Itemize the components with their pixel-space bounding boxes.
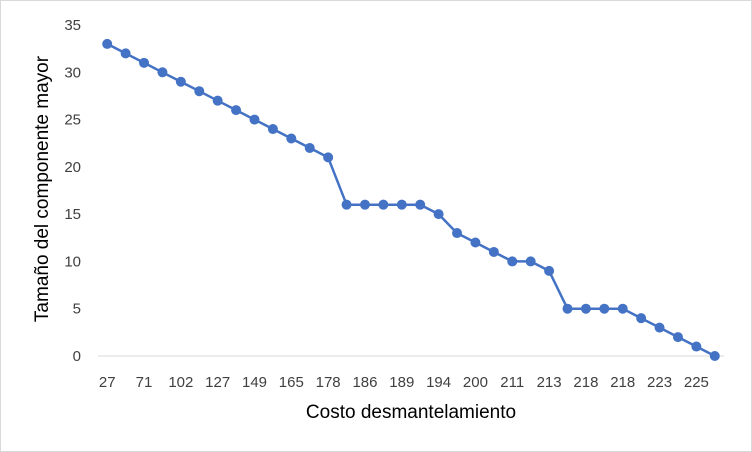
data-point [562, 303, 573, 314]
data-point [544, 265, 555, 276]
x-tick-label: 186 [352, 374, 377, 391]
data-point [636, 313, 647, 324]
data-point [709, 351, 720, 361]
y-tick-label: 30 [64, 64, 81, 81]
y-tick-label: 0 [73, 348, 81, 365]
data-point [249, 114, 260, 125]
data-point [157, 67, 168, 78]
data-point [231, 105, 242, 116]
x-axis-title: Costo desmantelamiento [306, 402, 516, 423]
series-line [106, 42, 716, 358]
x-tick-label: 189 [389, 374, 414, 391]
data-points [102, 38, 720, 361]
data-point [507, 256, 518, 267]
data-point [617, 303, 628, 314]
data-point [359, 199, 370, 210]
data-point [599, 303, 610, 314]
x-tick-label: 27 [99, 374, 116, 391]
data-point [691, 341, 702, 352]
data-point [102, 38, 113, 49]
x-tick-label: 178 [316, 374, 341, 391]
data-point [304, 142, 315, 153]
x-tick-label: 213 [537, 374, 562, 391]
x-tick-label: 194 [426, 374, 451, 391]
x-tick-label: 165 [279, 374, 304, 391]
data-point [452, 228, 463, 239]
y-tick-label: 25 [64, 112, 81, 129]
data-point [654, 322, 665, 333]
y-tick-label: 15 [64, 206, 81, 223]
data-point [120, 48, 131, 59]
data-point [580, 303, 591, 314]
x-tick-label: 127 [205, 374, 230, 391]
x-tick-label: 102 [168, 374, 193, 391]
x-tick-label: 71 [136, 374, 153, 391]
data-point [267, 124, 278, 135]
x-tick-label: 200 [463, 374, 488, 391]
data-point [672, 332, 683, 343]
y-tick-label: 5 [73, 301, 81, 318]
data-point [175, 76, 186, 87]
data-point [470, 237, 481, 248]
x-tick-label: 218 [573, 374, 598, 391]
x-tick-label: 211 [500, 374, 524, 391]
data-point [286, 133, 297, 144]
x-tick-label: 223 [647, 374, 672, 391]
y-axis-title: Tamaño del componente mayor [32, 55, 53, 322]
y-tick-label: 10 [64, 253, 81, 270]
data-point [433, 209, 444, 220]
y-tick-label: 35 [64, 17, 81, 34]
data-point [341, 199, 352, 210]
x-tick-label: 218 [610, 374, 635, 391]
data-point [415, 199, 426, 210]
data-point [488, 246, 499, 257]
y-tick-labels: 0 5 10 15 20 25 30 35 [64, 17, 81, 365]
data-point [139, 57, 150, 68]
data-point [194, 86, 205, 97]
data-point [378, 199, 389, 210]
data-point [323, 152, 334, 163]
data-point [525, 256, 536, 267]
data-point [396, 199, 407, 210]
y-tick-label: 20 [64, 159, 81, 176]
x-tick-labels: 27 71 102 127 149 165 178 186 189 194 200 211 213 218… [99, 374, 709, 391]
x-tick-label: 149 [242, 374, 267, 391]
x-tick-label: 225 [684, 374, 709, 391]
data-point [212, 95, 223, 106]
